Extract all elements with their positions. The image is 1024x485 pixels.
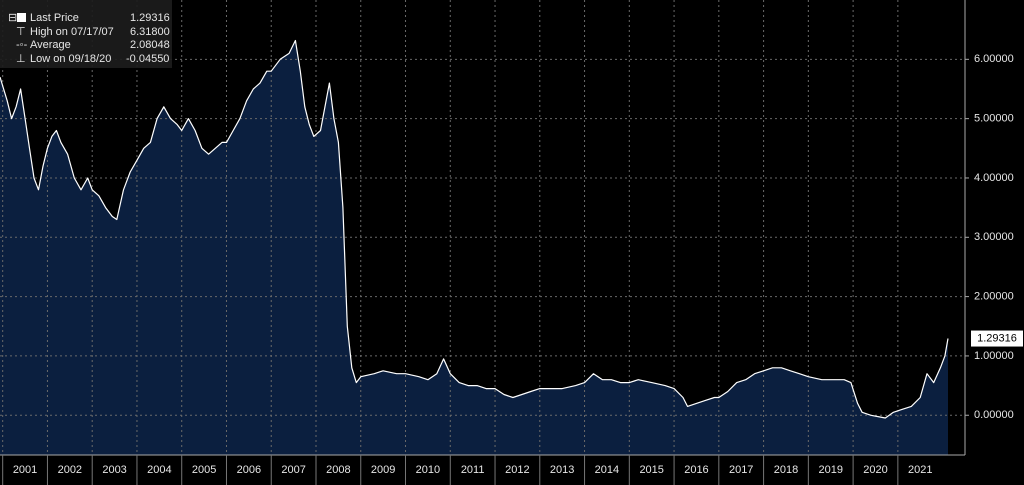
line	[0, 39, 949, 419]
x-tick-label: 2016	[684, 464, 708, 476]
legend: ⊟ ⊤ -◦- ⊥ Last Price 1.29316 High on 07/…	[0, 0, 172, 68]
x-tick-label: 2019	[818, 464, 842, 476]
x-tick-label: 2006	[237, 464, 261, 476]
legend-label: High on 07/17/07	[30, 26, 114, 38]
legend-value: 6.31800	[130, 26, 170, 38]
y-tick-label: 3.00000	[974, 231, 1014, 243]
x-tick-label: 2017	[729, 464, 753, 476]
x-tick-label: 2009	[371, 464, 395, 476]
x-tick-label: 2008	[326, 464, 350, 476]
last-price-tag	[971, 330, 1023, 347]
area	[0, 40, 948, 455]
y-tick-label: 4.00000	[974, 172, 1014, 184]
x-tick-label: 2007	[281, 464, 305, 476]
legend-value: 1.29316	[130, 12, 170, 24]
legend-icon	[17, 13, 26, 22]
legend-label: Last Price	[30, 12, 79, 24]
x-tick-label: 2001	[13, 464, 37, 476]
x-tick-label: 2015	[639, 464, 663, 476]
y-tick-label: 5.00000	[974, 113, 1014, 125]
y-tick-label: 1.00000	[974, 350, 1014, 362]
x-tick-label: 2012	[505, 464, 529, 476]
x-tick-label: 2020	[863, 464, 887, 476]
x-tick-label: 2011	[461, 464, 485, 476]
legend-icon: ⊤	[16, 26, 26, 38]
legend-label: Average	[30, 39, 71, 51]
legend-value: 2.08048	[130, 39, 170, 51]
legend-icon: ⊟	[8, 12, 17, 24]
x-tick-label: 2010	[416, 464, 440, 476]
y-tick-label: 0.00000	[974, 409, 1014, 421]
x-tick-label: 2005	[192, 464, 216, 476]
last-price-label: 1.29316	[977, 332, 1017, 344]
legend-icon: -◦-	[16, 39, 28, 51]
legend-icon: ⊥	[16, 53, 26, 65]
legend-label: Low on 09/18/20	[30, 53, 111, 65]
y-tick-label: 6.00000	[974, 53, 1014, 65]
y-tick-label: 2.00000	[974, 291, 1014, 303]
x-tick-label: 2018	[774, 464, 798, 476]
x-tick-label: 2014	[595, 464, 619, 476]
x-tick-label: 2002	[58, 464, 82, 476]
plot	[0, 0, 965, 455]
x-tick-label: 2004	[147, 464, 171, 476]
legend-box	[0, 0, 172, 68]
x-tick-label: 2003	[102, 464, 126, 476]
x-tick-label: 2013	[550, 464, 574, 476]
x-tick-label: 2021	[908, 464, 932, 476]
legend-value: -0.04550	[126, 53, 169, 65]
